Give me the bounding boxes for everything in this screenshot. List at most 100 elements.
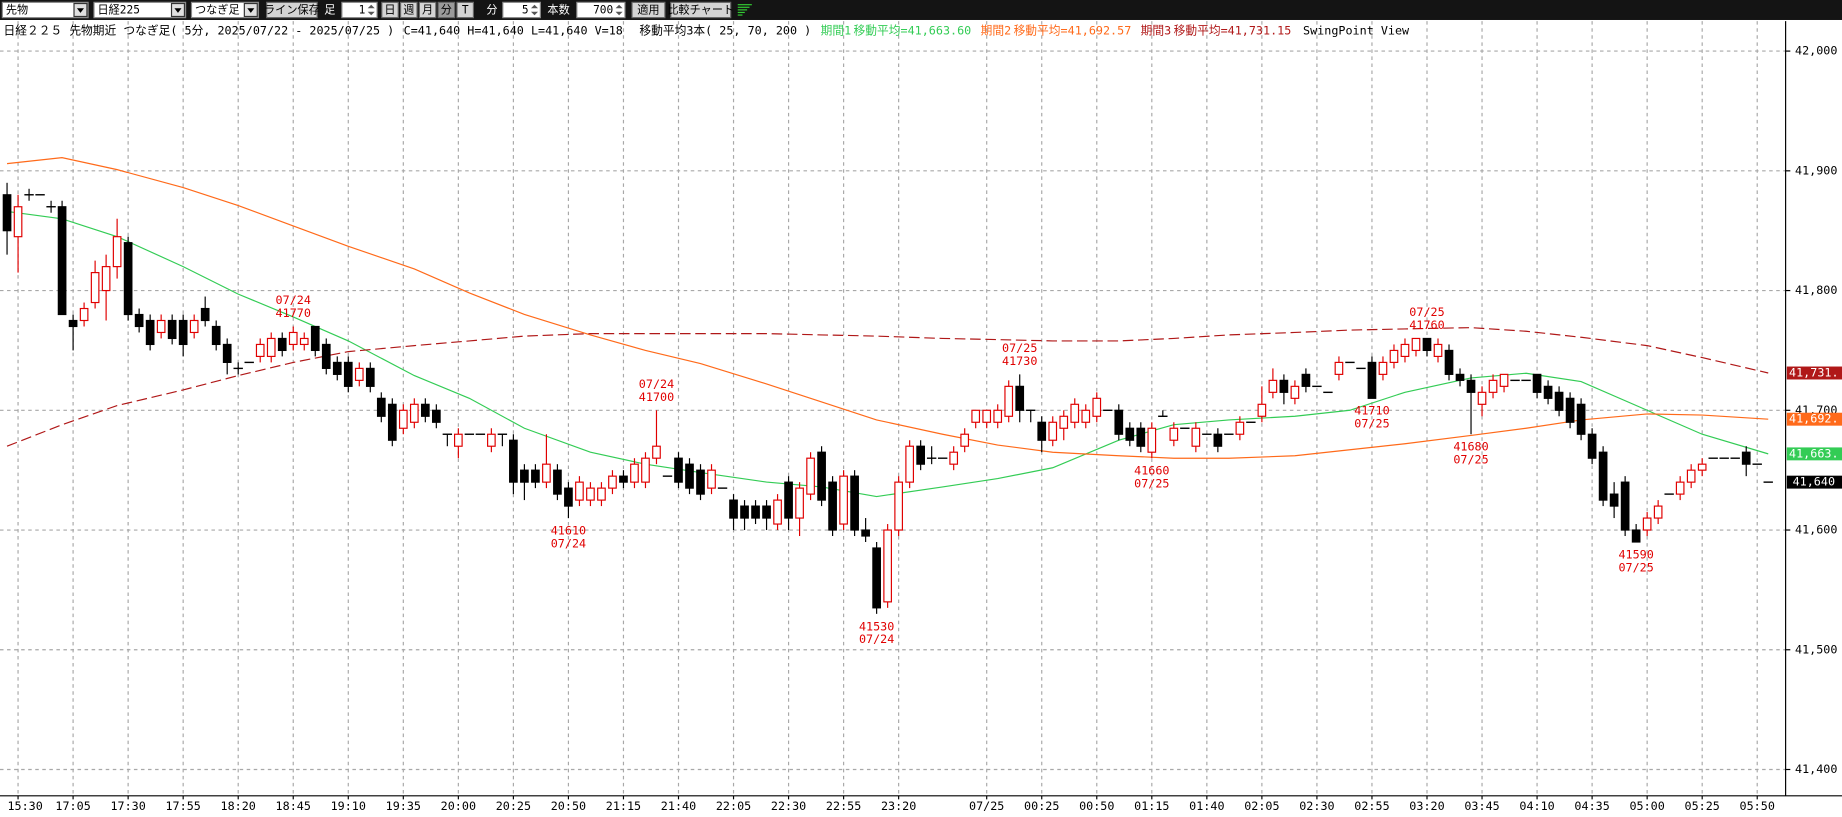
candle-body (597, 487, 606, 501)
swing-date: 07/25 (1453, 453, 1488, 467)
candle-body (343, 361, 353, 387)
y-tick-label: 42,000 (1795, 44, 1837, 58)
candle-body (398, 409, 408, 429)
axes: 41,40041,50041,60041,70041,80041,90042,0… (0, 44, 1842, 813)
button[interactable] (437, 1, 456, 19)
candle-body (960, 433, 970, 447)
candle-body (1268, 379, 1278, 393)
x-tick-label: 03:45 (1464, 799, 1499, 813)
swing-price: 41760 (1409, 318, 1444, 332)
number-input[interactable] (576, 1, 626, 19)
candle-body (332, 361, 342, 375)
swing-price: 41530 (859, 619, 894, 633)
button[interactable] (266, 1, 318, 19)
button[interactable] (670, 1, 732, 19)
button-label: ライン保存 (264, 3, 320, 17)
number-input[interactable] (502, 1, 541, 19)
x-tick-label: 4 15:30 (0, 799, 43, 813)
x-tick-label: 04:35 (1574, 799, 1609, 813)
x-tick-label: 02:30 (1299, 799, 1334, 813)
candle-body (1631, 529, 1641, 543)
button-label: 分 (441, 4, 452, 17)
x-tick-label: 01:15 (1134, 799, 1169, 813)
candle-body (200, 307, 210, 322)
button[interactable] (400, 1, 418, 19)
y-tick-label: 41,400 (1795, 762, 1837, 776)
swing-date: 07/25 (1002, 341, 1037, 355)
swing-date: 07/25 (1409, 305, 1444, 319)
x-tick-label: 17:30 (110, 799, 145, 813)
candle-body (1048, 421, 1058, 441)
candle-body (542, 463, 551, 483)
input-value: 1 (359, 4, 366, 17)
candle-body (861, 529, 870, 537)
candle-body (729, 499, 738, 519)
swing-date: 07/25 (1354, 417, 1389, 431)
candle-body (1411, 337, 1421, 352)
candle-body (509, 439, 518, 483)
candle-body (1092, 397, 1102, 417)
candle-body (1565, 397, 1575, 423)
moving-average-line (6, 327, 1769, 447)
candle-body (310, 325, 320, 352)
button[interactable] (456, 1, 475, 19)
candle-body (894, 481, 903, 531)
candle-body (145, 319, 155, 346)
candle-body (409, 403, 419, 423)
swing-caption: SwingPoint View (1303, 23, 1410, 37)
candle-body (641, 457, 650, 483)
swing-date: 07/24 (276, 293, 311, 307)
dropdown-arrow (76, 8, 84, 13)
candle-body (1400, 343, 1410, 358)
candle-body (993, 409, 1003, 423)
candle-body (575, 481, 584, 501)
y-tick-label: 41,800 (1795, 283, 1837, 297)
candle-body (1422, 337, 1432, 352)
dropdown[interactable] (93, 1, 187, 19)
candle-body (674, 457, 683, 483)
spinner (530, 4, 539, 16)
candle-body (1257, 403, 1267, 417)
candle-body (1015, 385, 1025, 411)
button[interactable] (631, 1, 666, 19)
swing-price: 41610 (551, 523, 586, 537)
ohlc-summary: C=41,640 H=41,640 L=41,640 V=18 (404, 23, 623, 37)
value-tag (1786, 475, 1842, 489)
y-tick-label: 41,900 (1795, 163, 1837, 177)
candle-body (949, 451, 959, 465)
toolbar-label: 分 (486, 4, 497, 17)
candle-body (872, 547, 881, 609)
x-tick-label: 19:10 (331, 799, 366, 813)
swing-price: 41710 (1354, 404, 1389, 418)
x-tick-label: 21:40 (661, 799, 696, 813)
candle-body (564, 487, 573, 507)
candle-body (751, 505, 760, 519)
value-tag-label: 41,640 (1793, 475, 1835, 489)
candle-body (1070, 403, 1080, 423)
button[interactable] (418, 1, 437, 19)
ma-caption: 移動平均3本( 25, 70, 200 ) (639, 23, 811, 37)
x-tick-label: 19:35 (386, 799, 421, 813)
candle-body (112, 236, 122, 268)
candle-body (1004, 385, 1014, 417)
candle-body (553, 469, 562, 495)
plot: 07/24417704161007/2407/24417004153007/24… (2, 157, 1773, 646)
number-input[interactable] (341, 1, 378, 19)
candle-body (685, 463, 694, 489)
candle-body (1191, 427, 1201, 447)
candle-body (652, 445, 661, 459)
candle-body (1455, 373, 1465, 381)
candle-body (1235, 421, 1245, 435)
candle-body (1169, 427, 1179, 441)
swing-price: 41770 (276, 306, 311, 320)
candle-body (1037, 421, 1047, 441)
candle-body (1697, 463, 1707, 471)
dropdown[interactable] (1, 1, 89, 19)
chart-header: 日経２２５ 先物期近 つなぎ足( 5分, 2025/07/22 - 2025/0… (4, 23, 1411, 37)
candle-body (982, 409, 992, 423)
dropdown[interactable] (190, 1, 260, 19)
button[interactable] (381, 1, 399, 19)
swing-date: 07/25 (1618, 560, 1653, 574)
candle-body (817, 451, 826, 501)
